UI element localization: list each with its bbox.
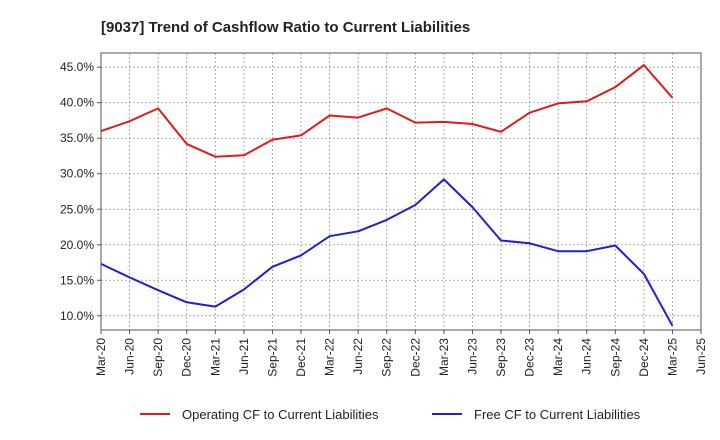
- x-tick-label: Jun-23: [465, 338, 479, 375]
- series-lines: [100, 64, 674, 327]
- y-tick-label: 20.0%: [60, 238, 94, 252]
- x-tick-label: Sep-20: [151, 338, 165, 377]
- x-tick-label: Sep-22: [380, 338, 394, 377]
- grid: [100, 53, 702, 330]
- y-tick-label: 10.0%: [60, 309, 94, 323]
- legend-label-1: Operating CF to Current Liabilities: [182, 407, 379, 422]
- plot-area-frame: [100, 52, 702, 331]
- x-tick-label: Dec-21: [294, 338, 308, 377]
- x-tick-label: Sep-21: [265, 338, 279, 377]
- y-tick-label: 45.0%: [60, 60, 94, 74]
- y-tick-label: 15.0%: [60, 273, 94, 287]
- y-axis-ticks: 10.0% 15.0% 20.0% 25.0% 30.0% 35.0% 40.0% 45.0%: [60, 60, 101, 323]
- x-tick-label: Jun-24: [580, 338, 594, 375]
- y-tick-label: 35.0%: [60, 131, 94, 145]
- x-tick-label: Dec-24: [637, 338, 651, 377]
- series-line-2: [100, 178, 674, 327]
- x-tick-label: Jun-25: [694, 338, 708, 375]
- x-tick-label: Jun-22: [351, 338, 365, 375]
- x-tick-label: Mar-23: [437, 338, 451, 376]
- x-tick-label: Sep-24: [608, 338, 622, 377]
- x-tick-label: Mar-24: [551, 338, 565, 376]
- y-tick-label: 25.0%: [60, 202, 94, 216]
- legend-label-2: Free CF to Current Liabilities: [474, 407, 641, 422]
- x-tick-label: Dec-23: [523, 338, 537, 377]
- x-tick-label: Sep-23: [494, 338, 508, 377]
- y-tick-label: 30.0%: [60, 167, 94, 181]
- x-tick-label: Mar-20: [94, 338, 108, 376]
- x-tick-label: Dec-22: [408, 338, 422, 377]
- x-tick-label: Mar-25: [665, 338, 679, 376]
- x-tick-label: Mar-21: [208, 338, 222, 376]
- legend: Operating CF to Current Liabilities Free …: [140, 407, 641, 422]
- x-tick-label: Jun-21: [237, 338, 251, 375]
- x-axis-ticks: Mar-20 Jun-20 Sep-20 Dec-20 Mar-21 Jun-21 Sep-…: [94, 330, 708, 377]
- chart-title: [9037] Trend of Cashflow Ratio to Curren…: [101, 19, 470, 36]
- x-tick-label: Jun-20: [123, 338, 137, 375]
- series-line-1: [100, 64, 674, 158]
- x-tick-label: Dec-20: [180, 338, 194, 377]
- y-tick-label: 40.0%: [60, 96, 94, 110]
- x-tick-label: Mar-22: [323, 338, 337, 376]
